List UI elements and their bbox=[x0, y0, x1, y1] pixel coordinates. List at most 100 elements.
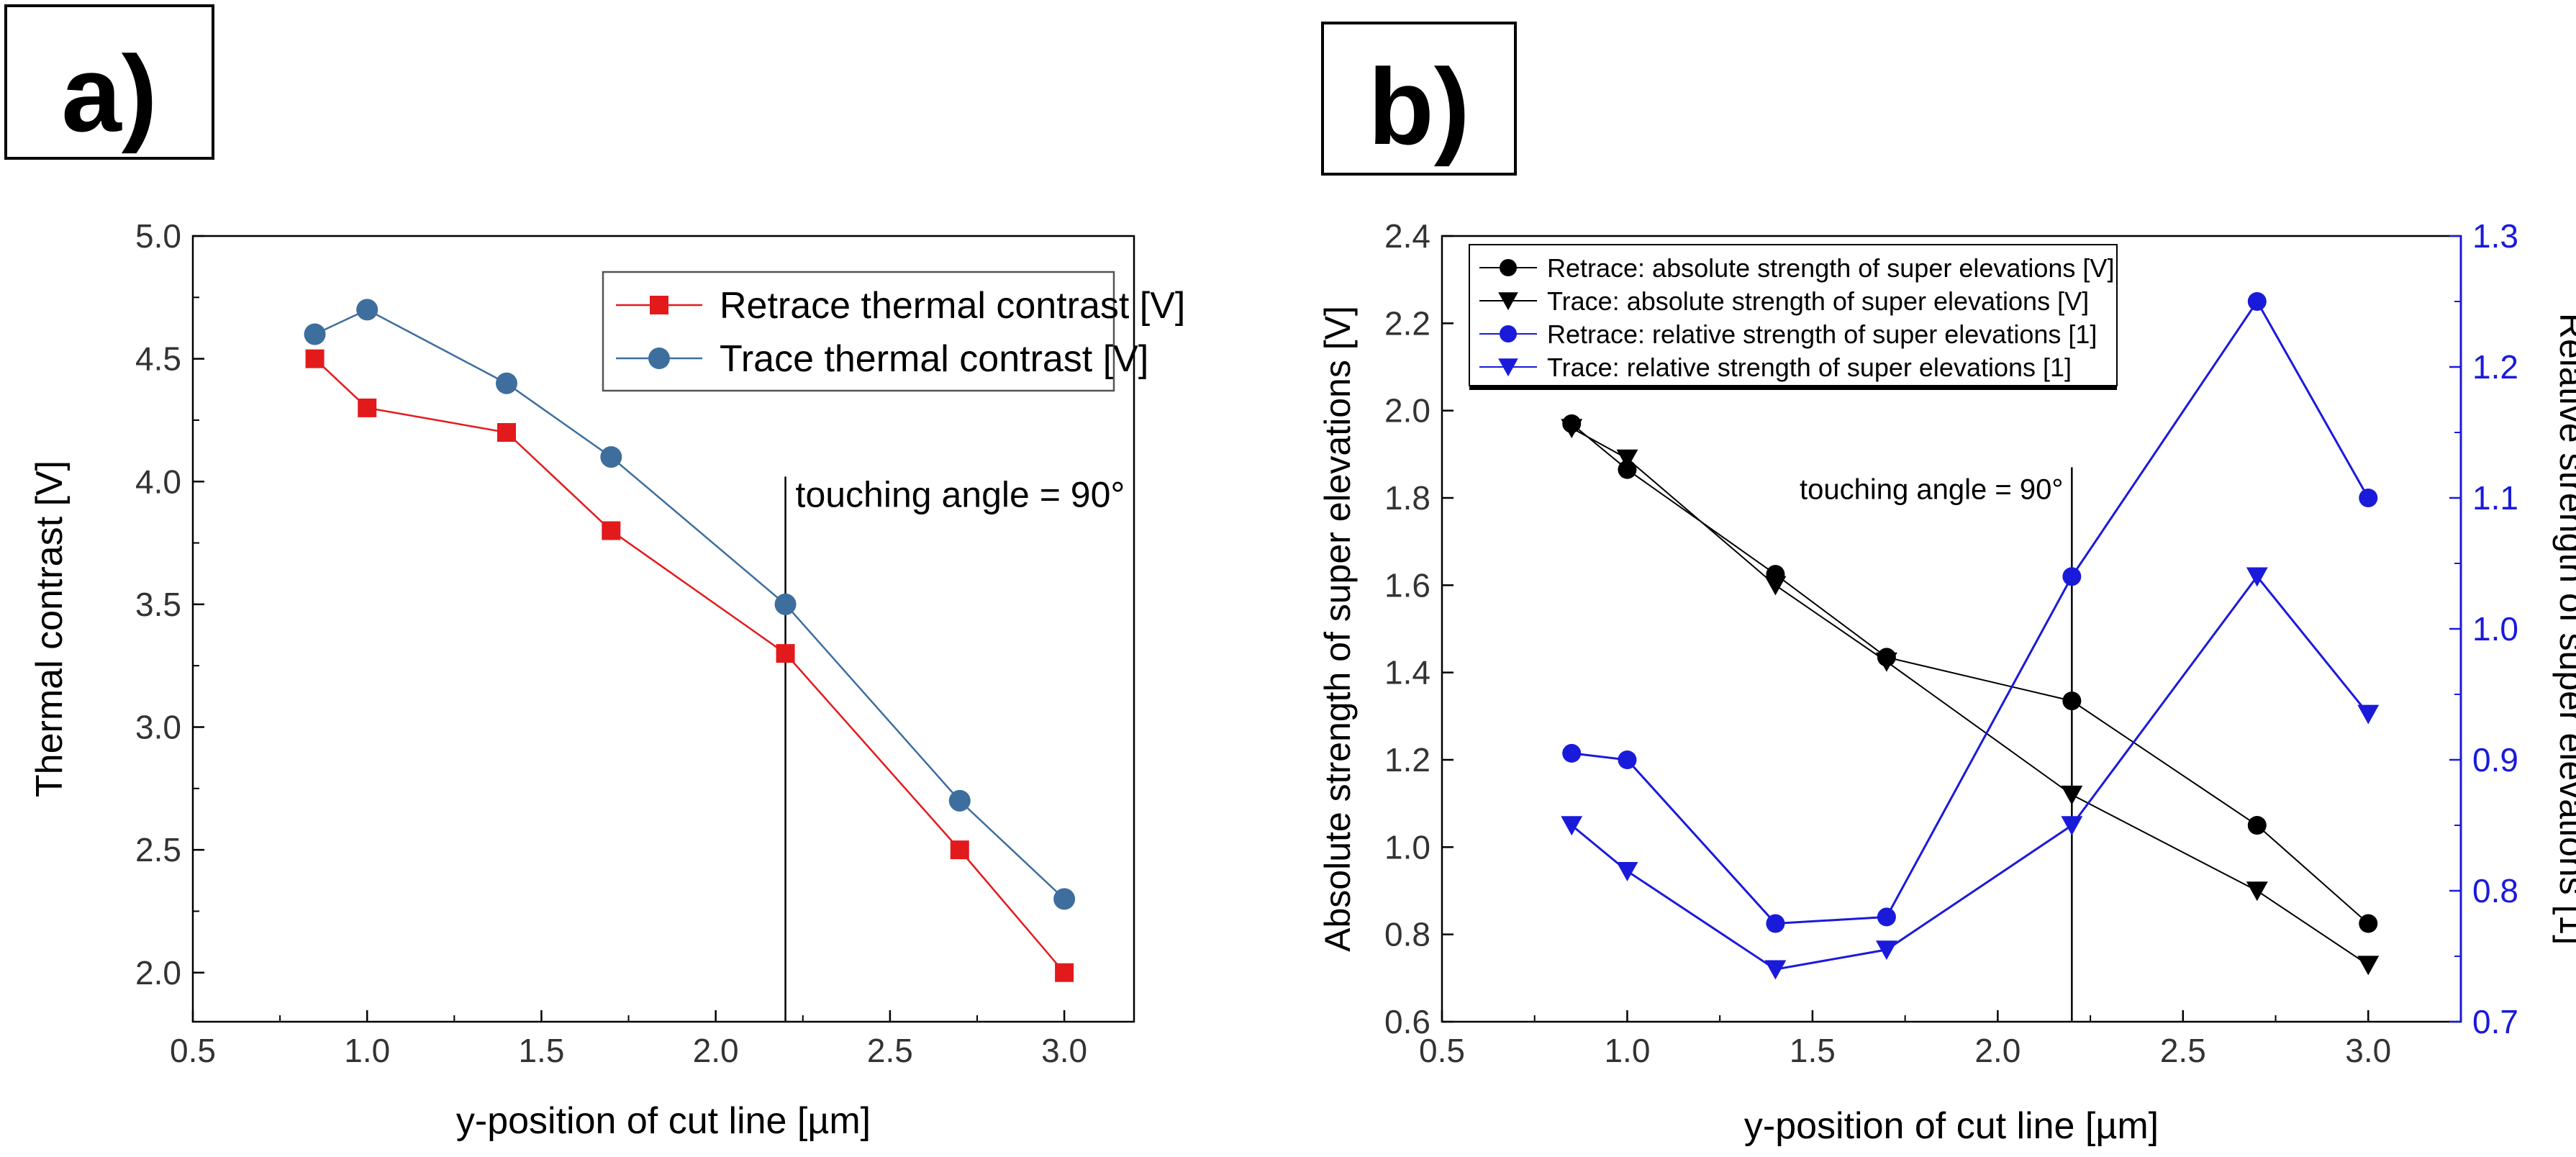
y-tick-label: 2.2 bbox=[1384, 304, 1430, 342]
y-tick-label: 1.0 bbox=[1384, 828, 1430, 866]
chart-b-legend-box bbox=[1469, 244, 2118, 386]
x-tick-label: 1.0 bbox=[344, 1032, 390, 1069]
legend-label: Trace thermal contrast [V] bbox=[720, 338, 1148, 380]
y-right-tick-label: 1.0 bbox=[2472, 610, 2518, 648]
legend-marker bbox=[1498, 358, 1518, 377]
legend-marker bbox=[1498, 292, 1518, 311]
data-point bbox=[2061, 816, 2083, 836]
x-tick-label: 1.5 bbox=[1790, 1032, 1836, 1069]
chart-b-legend: Retrace: absolute strength of super elev… bbox=[1469, 244, 2118, 390]
data-point bbox=[2246, 881, 2268, 902]
data-point bbox=[1877, 907, 1896, 927]
data-point bbox=[305, 349, 325, 368]
data-point bbox=[1055, 963, 1074, 982]
y-tick-label: 1.8 bbox=[1384, 479, 1430, 517]
chart-a: 0.5 1.0 1.5 2.0 2.5 3.0 2.0 2.5 3.0 3.5 4.0 4.5 5.0… bbox=[29, 217, 1185, 1142]
chart-b-y-axis-right: 0.7 0.8 0.9 1.0 1.1 1.2 1.3 bbox=[2449, 217, 2518, 1040]
data-point bbox=[1561, 816, 1583, 836]
data-point bbox=[2062, 567, 2082, 586]
y-tick-label: 4.0 bbox=[135, 463, 181, 500]
data-point bbox=[1562, 743, 1582, 763]
data-point bbox=[2061, 785, 2083, 805]
data-point bbox=[2357, 956, 2380, 976]
legend-label: Retrace: relative strength of super elev… bbox=[1547, 319, 2097, 349]
panel-a-label-box bbox=[4, 4, 214, 160]
chart-a-series bbox=[304, 299, 1076, 982]
chart-b-legend-shadow bbox=[1469, 386, 2117, 390]
chart-b-touching-angle-label: touching angle = 90° bbox=[1800, 474, 2063, 506]
data-point bbox=[497, 423, 516, 442]
x-tick-label: 2.5 bbox=[2160, 1032, 2206, 1069]
data-point bbox=[774, 593, 797, 615]
data-point bbox=[1766, 914, 1785, 933]
y-tick-label: 4.5 bbox=[135, 340, 181, 378]
x-tick-label: 2.0 bbox=[1974, 1032, 2021, 1069]
y-tick-label: 2.4 bbox=[1384, 217, 1430, 255]
data-point bbox=[1875, 652, 1897, 672]
y-tick-label: 1.4 bbox=[1384, 654, 1430, 691]
legend-label: Trace: absolute strength of super elevat… bbox=[1547, 286, 2089, 316]
legend-label: Retrace thermal contrast [V] bbox=[720, 285, 1185, 327]
panel-a-label: a) bbox=[61, 33, 157, 154]
x-tick-label: 2.0 bbox=[693, 1032, 739, 1069]
legend-label: Trace: relative strength of super elevat… bbox=[1547, 353, 2072, 382]
legend-label: Retrace: absolute strength of super elev… bbox=[1547, 253, 2114, 283]
y-right-tick-label: 0.8 bbox=[2472, 872, 2518, 909]
chart-b-y-axis: 0.6 0.8 1.0 1.2 1.4 1.6 1.8 2.0 2.2 2.4 bbox=[1384, 217, 1453, 1040]
y-tick-label: 2.0 bbox=[1384, 392, 1430, 430]
y-right-tick-label: 1.2 bbox=[2472, 348, 2518, 386]
legend-marker bbox=[650, 296, 668, 314]
y-tick-label: 1.2 bbox=[1384, 741, 1430, 779]
x-tick-label: 3.0 bbox=[2345, 1032, 2391, 1069]
series-line-2 bbox=[314, 308, 1065, 900]
panel-b-label-box bbox=[1321, 22, 1517, 176]
data-point bbox=[2247, 816, 2267, 835]
x-tick-label: 0.5 bbox=[1419, 1032, 1465, 1069]
y-tick-label: 3.0 bbox=[135, 709, 181, 746]
data-point bbox=[1616, 861, 1638, 881]
data-point bbox=[2359, 489, 2378, 507]
chart-b-series bbox=[1561, 292, 2380, 980]
data-point bbox=[1764, 960, 1787, 980]
data-point bbox=[356, 299, 378, 321]
x-tick-label: 1.0 bbox=[1604, 1032, 1650, 1069]
data-point bbox=[950, 840, 969, 860]
chart-a-legend-box bbox=[602, 271, 1115, 392]
chart-b: 0.5 1.0 1.5 2.0 2.5 3.0 0.6 0.8 1.0 1.2 1.4 1.6 1.8… bbox=[1318, 217, 2576, 1147]
x-tick-label: 2.5 bbox=[867, 1032, 913, 1069]
y-tick-label: 1.6 bbox=[1384, 566, 1430, 604]
data-point bbox=[1764, 576, 1787, 596]
chart-b-ylabel-right: Relative strength of super elevations [1… bbox=[2552, 313, 2576, 945]
data-point bbox=[2246, 567, 2268, 587]
data-point bbox=[358, 398, 377, 417]
chart-a-x-axis: 0.5 1.0 1.5 2.0 2.5 3.0 bbox=[170, 1010, 1087, 1069]
data-point bbox=[600, 446, 622, 468]
y-tick-label: 0.8 bbox=[1384, 916, 1430, 953]
legend-marker bbox=[1500, 325, 1517, 342]
data-point bbox=[1875, 940, 1897, 961]
series-line-4 bbox=[1571, 574, 2369, 971]
series-line-1 bbox=[314, 358, 1066, 974]
legend-marker bbox=[1500, 259, 1517, 276]
y-tick-label: 3.5 bbox=[135, 586, 181, 623]
data-point bbox=[1618, 750, 1637, 769]
data-point bbox=[2062, 691, 2082, 711]
chart-a-ylabel: Thermal contrast [V] bbox=[29, 460, 71, 797]
y-right-tick-label: 1.1 bbox=[2472, 479, 2518, 517]
x-tick-label: 1.5 bbox=[518, 1032, 564, 1069]
data-point bbox=[602, 521, 621, 540]
data-point bbox=[496, 372, 517, 394]
chart-b-xlabel: y-position of cut line [µm] bbox=[1744, 1105, 2159, 1147]
data-point bbox=[2359, 914, 2378, 933]
x-tick-label: 3.0 bbox=[1041, 1032, 1087, 1069]
chart-a-frame bbox=[191, 235, 1135, 1023]
y-tick-label: 5.0 bbox=[135, 217, 181, 255]
y-tick-label: 2.0 bbox=[135, 954, 181, 992]
chart-a-xlabel: y-position of cut line [µm] bbox=[456, 1100, 871, 1142]
data-point bbox=[1561, 419, 1583, 439]
y-tick-label: 2.5 bbox=[135, 831, 181, 868]
y-right-tick-label: 1.3 bbox=[2472, 217, 2518, 255]
series-line-3 bbox=[1572, 299, 2369, 925]
data-point bbox=[2247, 292, 2267, 311]
